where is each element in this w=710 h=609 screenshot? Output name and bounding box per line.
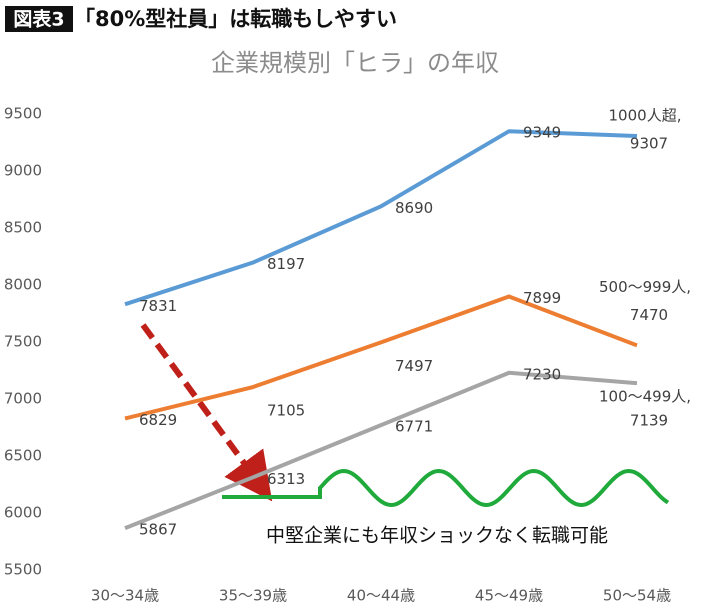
y-tick-label: 8500 [4,219,42,237]
series-line [124,294,638,421]
data-label: 8690 [395,199,433,217]
wave-line [222,468,670,508]
data-label: 7899 [523,289,561,307]
series-line [124,129,638,307]
series-line [124,370,638,531]
data-label: 6313 [267,470,305,488]
legend-label: 500〜999人, [599,278,691,296]
x-tick-label: 40〜44歳 [347,587,415,605]
data-label: 6829 [139,411,177,429]
data-label: 7831 [139,297,177,315]
chart-title: 「80%型社員」は転職もしやすい [74,7,397,31]
data-label: 7139 [630,412,668,430]
data-label: 9349 [523,124,561,142]
y-tick-label: 6000 [4,504,42,522]
chart-subtitle: 企業規模別「ヒラ」の年収 [211,49,499,77]
y-tick-label: 6500 [4,447,42,465]
y-tick-label: 7000 [4,390,42,408]
data-label: 7230 [523,365,561,383]
data-label: 5867 [139,521,177,539]
arrow [140,323,273,502]
x-tick-label: 30〜34歳 [91,587,159,605]
annotation: 中堅企業にも年収ショックなく転職可能 [266,525,608,547]
y-tick-label: 9000 [4,162,42,180]
legend-label: 100〜499人, [599,388,691,406]
x-tick-label: 45〜49歳 [475,587,543,605]
y-tick-label: 7500 [4,333,42,351]
data-label: 9307 [630,135,668,153]
y-tick-label: 9500 [4,105,42,123]
x-tick-label: 35〜39歳 [219,587,287,605]
legend-label: 1000人超, [609,107,682,125]
data-label: 7105 [267,402,305,420]
label-box [5,6,73,32]
data-label: 7497 [395,357,433,375]
data-label: 6771 [395,418,433,436]
x-tick-label: 50〜54歳 [603,587,671,605]
y-tick-label: 8000 [4,276,42,294]
figure-label: 図表3 [13,8,64,31]
data-label: 8197 [267,255,305,273]
y-tick-label: 5500 [4,561,42,579]
data-label: 7470 [630,306,668,324]
